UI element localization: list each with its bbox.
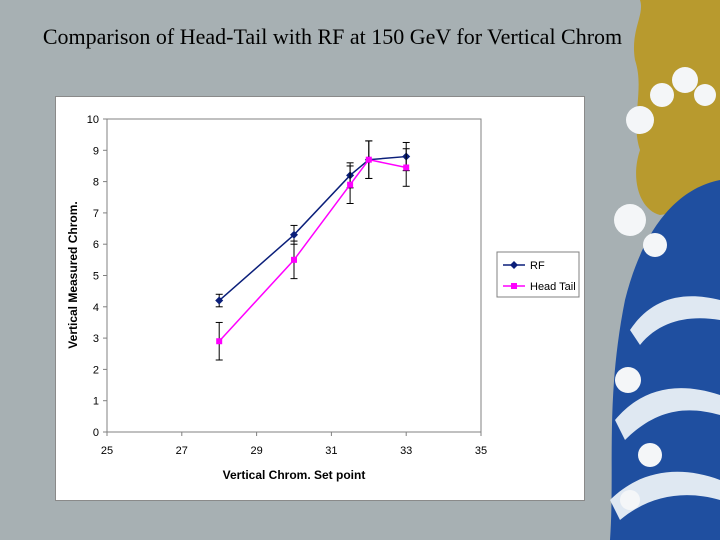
y-tick-label: 1 [93,396,99,408]
y-tick-label: 2 [93,364,99,376]
y-tick-label: 5 [93,271,99,283]
x-tick-label: 31 [325,445,337,457]
y-tick-label: 4 [93,302,99,314]
data-point [365,156,372,163]
line-chart: Vertical Chrom. Set point Vertical Measu… [66,114,580,482]
data-point [291,256,297,263]
data-point [215,296,224,305]
data-point [403,164,410,171]
legend-label: Head Tail [530,281,576,293]
x-axis-title: Vertical Chrom. Set point [223,468,366,482]
series-line [218,158,407,342]
y-tick-label: 3 [93,333,99,345]
slide-title: Comparison of Head-Tail with RF at 150 G… [42,24,678,49]
y-tick-label: 7 [93,208,99,220]
x-tick-label: 29 [250,445,262,457]
data-point [347,181,354,188]
y-tick-label: 10 [87,114,99,126]
x-tick-label: 35 [475,445,487,457]
legend-marker [510,261,518,269]
wave-decoration [610,0,720,540]
legend-label: RF [530,260,545,272]
y-tick-label: 6 [93,239,99,251]
chart-panel: Vertical Chrom. Set point Vertical Measu… [55,96,585,501]
y-tick-label: 8 [93,177,99,189]
data-point [216,338,223,345]
y-tick-label: 0 [93,427,99,439]
y-axis-title: Vertical Measured Chrom. [66,201,80,348]
x-tick-label: 33 [400,445,412,457]
legend-marker [511,283,517,289]
legend-box [496,251,580,298]
y-tick-label: 9 [93,145,99,157]
x-tick-label: 27 [176,445,188,457]
x-tick-label: 25 [101,445,113,457]
data-point [290,230,298,239]
series-line [218,155,407,302]
